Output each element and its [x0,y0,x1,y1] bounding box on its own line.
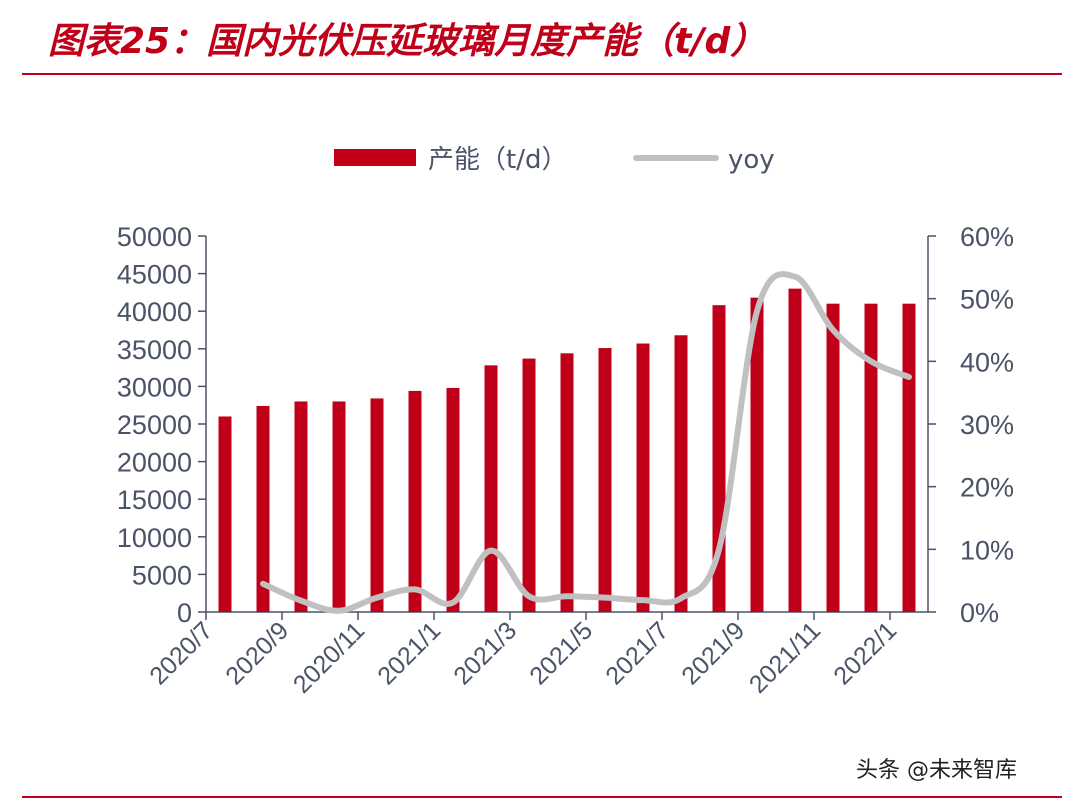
bar [674,335,688,612]
bar [218,416,232,612]
left-axis-tick-label: 25000 [117,410,192,440]
right-axis-tick-label: 20% [960,473,1014,503]
right-axis-tick-label: 40% [960,347,1014,377]
left-axis-tick-label: 45000 [117,260,192,290]
x-axis-tick-label: 2021/11 [744,616,826,698]
left-axis-tick-label: 5000 [132,560,192,590]
bar [484,365,498,612]
title-underline [22,73,1062,75]
right-axis-tick-label: 30% [960,410,1014,440]
bar [446,387,460,612]
right-axis-tick-label: 60% [960,222,1014,252]
bar [332,401,346,612]
bar [788,288,802,612]
legend: 产能（t/d） yoy [334,145,775,175]
bar [256,405,270,612]
x-axis-tick-label: 2020/9 [220,616,294,690]
x-axis-tick-label: 2021/5 [524,616,598,690]
footer-rule [22,796,1062,798]
left-axis-tick-label: 35000 [117,335,192,365]
watermark: 头条 @未来智库 [856,758,1017,783]
x-axis-tick-label: 2021/1 [372,616,446,690]
bar [522,358,536,612]
bar [864,303,878,612]
x-axis-tick-label: 2021/3 [448,616,522,690]
left-axis-tick-label: 20000 [117,448,192,478]
bar [560,353,574,612]
left-axis-tick-label: 50000 [117,222,192,252]
right-axis-tick-label: 50% [960,285,1014,315]
right-axis-tick-label: 0% [960,598,999,628]
x-axis-tick-label: 2022/1 [828,616,902,690]
bar [370,398,384,612]
x-axis-tick-label: 2021/7 [600,616,674,690]
x-axis-tick-label: 2021/9 [676,616,750,690]
right-axis-tick-label: 10% [960,535,1014,565]
x-axis-tick-label: 2020/11 [288,616,370,698]
bar-series [218,288,916,612]
bar [294,401,308,612]
right-axis: 0% 10% 20% 30% 40% 50% 60% [927,222,1014,628]
yoy-line [260,271,912,614]
legend-bar-label: 产能（t/d） [428,145,567,175]
yoy-points [262,276,910,611]
bar [408,390,422,612]
left-axis-tick-label: 40000 [117,297,192,327]
bar [598,348,612,612]
left-axis: 0 5000 10000 15000 20000 25000 30000 35000 40000… [117,222,207,628]
left-axis-tick-label: 30000 [117,372,192,402]
legend-line-label: yoy [728,145,775,175]
bar [902,303,916,612]
bar [750,297,764,612]
legend-bar-swatch [334,149,416,166]
left-axis-tick-label: 15000 [117,485,192,515]
bar [826,303,840,612]
bar [636,343,650,612]
chart-title: 图表25：国内光伏压延玻璃月度产能（t/d） [48,21,767,62]
left-axis-tick-label: 10000 [117,523,192,553]
left-axis-tick-label: 0 [177,598,192,628]
